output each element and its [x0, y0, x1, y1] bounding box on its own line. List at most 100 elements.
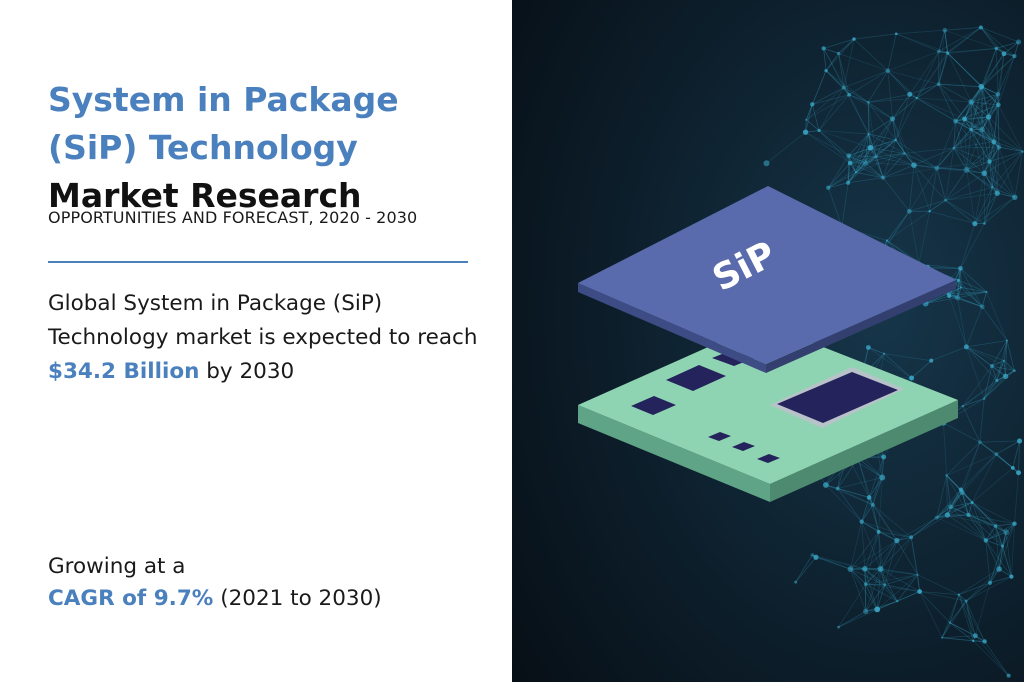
network-link	[971, 453, 997, 503]
network-node	[1002, 359, 1006, 362]
network-link	[982, 53, 1005, 88]
component-chip-large	[666, 365, 726, 391]
network-link	[982, 86, 999, 106]
network-link	[988, 116, 1023, 152]
network-node	[917, 589, 923, 594]
network-node	[995, 91, 1001, 97]
network-link	[825, 70, 850, 96]
network-link	[878, 531, 886, 585]
network-node	[894, 32, 898, 36]
network-node	[996, 102, 1001, 108]
network-node	[874, 155, 878, 159]
network-link	[991, 340, 1008, 367]
forecast-text-before: Global System in Package (SiP) Technolog…	[48, 291, 478, 350]
network-link	[877, 600, 898, 610]
network-link	[947, 53, 972, 103]
network-link	[861, 521, 866, 569]
network-link	[970, 129, 990, 162]
network-link	[936, 489, 962, 518]
network-link	[998, 532, 1007, 570]
network-link	[843, 38, 855, 88]
network-link	[927, 267, 961, 269]
network-link	[908, 211, 920, 265]
network-link	[995, 525, 1012, 577]
network-link	[985, 540, 991, 583]
network-link	[838, 611, 866, 628]
network-node	[867, 132, 870, 136]
network-link	[970, 101, 995, 142]
network-link	[1014, 151, 1023, 198]
network-link	[896, 574, 918, 602]
network-link	[876, 156, 915, 166]
network-link	[868, 477, 883, 498]
network-link	[867, 102, 877, 157]
network-link	[966, 161, 990, 171]
network-link	[964, 104, 999, 120]
network-link	[941, 600, 967, 638]
network-link	[850, 568, 885, 586]
network-node	[960, 286, 963, 289]
network-link	[970, 86, 982, 103]
network-link	[827, 155, 850, 188]
network-link	[985, 523, 1015, 541]
network-link	[825, 38, 855, 71]
network-link	[980, 48, 997, 87]
network-link	[993, 94, 999, 142]
network-link	[936, 167, 985, 174]
network-link	[980, 86, 989, 118]
network-link	[868, 133, 877, 157]
network-link	[946, 52, 982, 87]
network-link	[811, 104, 820, 131]
network-link	[916, 97, 956, 122]
network-link	[991, 365, 1015, 372]
network-link	[966, 346, 1005, 362]
network-link	[865, 568, 881, 585]
network-node	[985, 114, 992, 120]
network-link	[948, 287, 962, 294]
network-node	[972, 221, 978, 227]
network-link	[953, 118, 965, 149]
network-node	[883, 583, 887, 587]
network-link	[949, 622, 976, 637]
network-link	[872, 504, 880, 532]
network-link	[938, 83, 983, 88]
network-node	[963, 344, 969, 350]
network-link	[865, 540, 898, 585]
network-link	[971, 93, 999, 103]
network-link	[941, 594, 960, 638]
network-link	[970, 93, 999, 130]
network-link	[982, 86, 999, 95]
network-link	[938, 83, 956, 122]
network-link	[947, 492, 963, 516]
network-link	[1003, 360, 1015, 371]
network-link	[989, 161, 998, 194]
network-link	[936, 147, 955, 169]
network-link	[896, 517, 937, 541]
network-node	[963, 166, 970, 173]
network-link	[870, 147, 884, 178]
network-node	[1003, 529, 1009, 536]
network-node	[885, 68, 891, 73]
network-node	[929, 358, 934, 363]
network-link	[838, 38, 855, 54]
network-link	[961, 492, 987, 541]
network-link	[827, 187, 843, 227]
network-link	[910, 537, 919, 575]
network-link	[849, 133, 869, 164]
network-node	[972, 633, 978, 639]
network-link	[961, 453, 997, 493]
network-link	[988, 94, 999, 118]
network-link	[861, 521, 881, 570]
network-link	[868, 97, 917, 103]
network-link	[938, 83, 965, 120]
network-link	[946, 475, 969, 516]
network-link	[811, 70, 827, 105]
network-node	[982, 639, 987, 644]
network-link	[996, 453, 1014, 469]
network-link	[847, 147, 871, 184]
network-node	[995, 378, 999, 383]
network-node	[964, 599, 968, 603]
network-link	[936, 514, 969, 518]
network-link	[864, 133, 869, 163]
network-node	[805, 118, 808, 121]
